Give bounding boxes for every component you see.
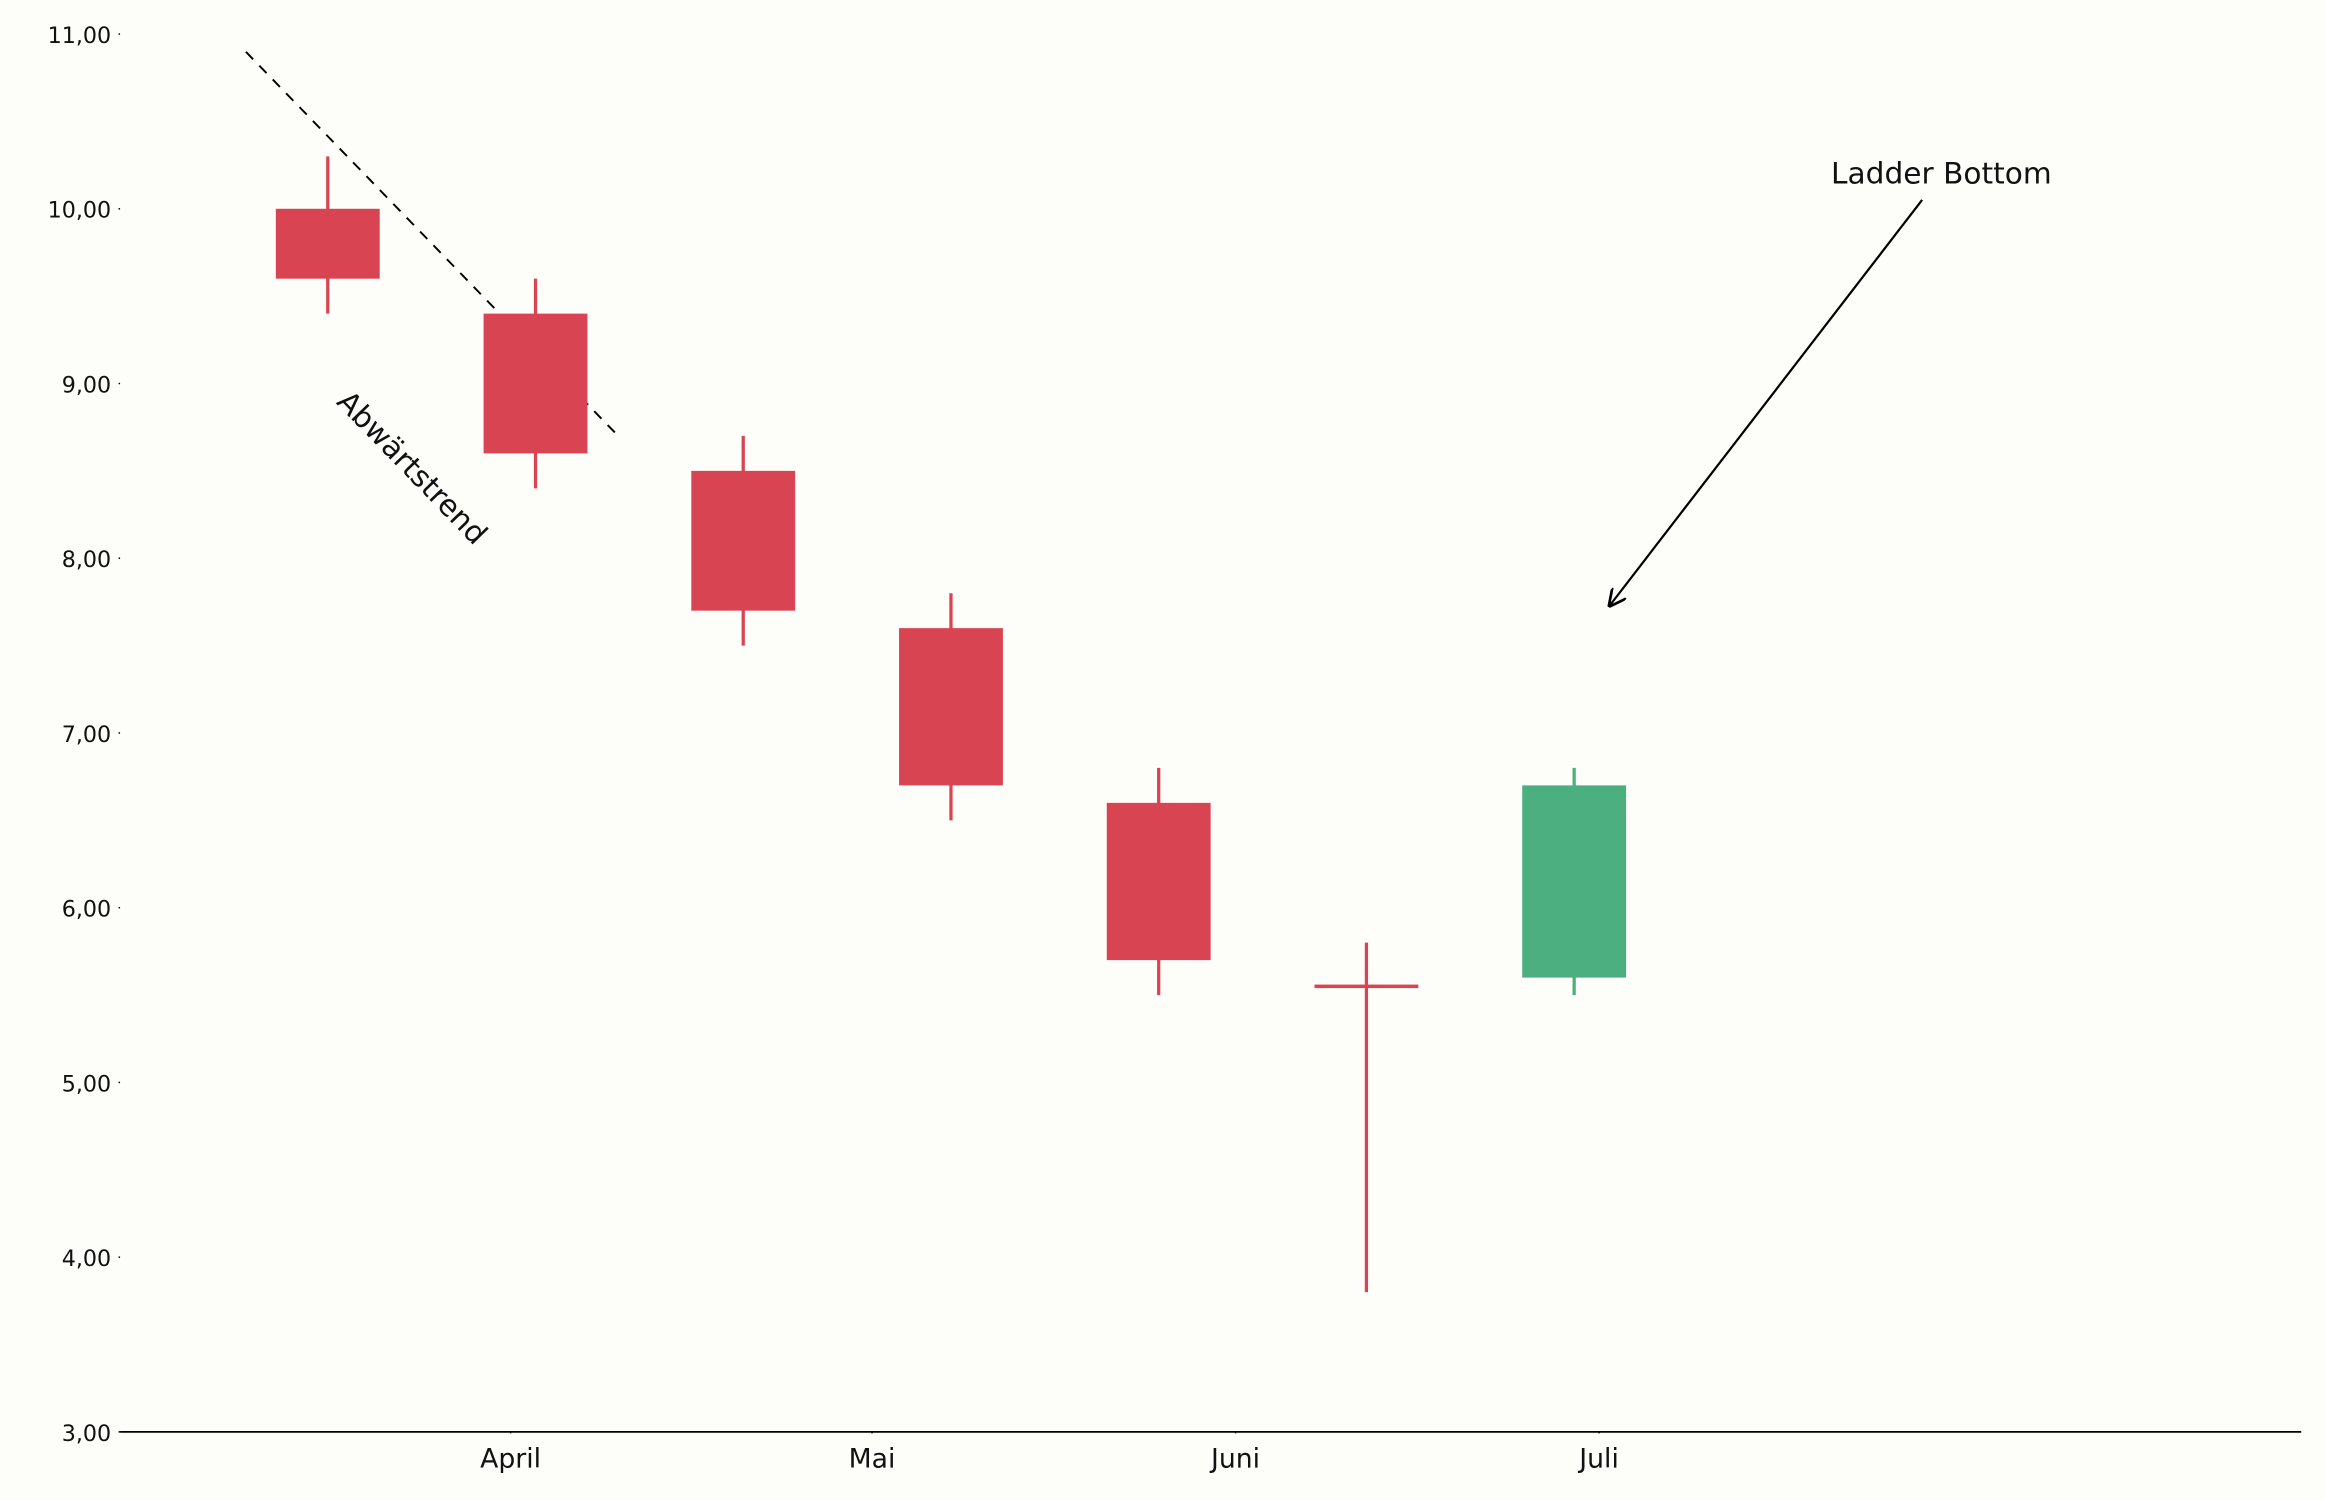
- y-tick-label: 7,00: [62, 722, 111, 748]
- candle-body: [275, 208, 380, 279]
- y-tick-label: 11,00: [48, 23, 112, 49]
- x-tick-label: Juni: [1209, 1443, 1260, 1474]
- x-tick-label: April: [480, 1443, 541, 1474]
- candle-body: [1522, 785, 1627, 978]
- y-tick-label: 9,00: [62, 372, 111, 398]
- candle-body: [1106, 802, 1211, 961]
- x-tick-label: Juli: [1577, 1443, 1619, 1474]
- candle-body: [483, 313, 588, 454]
- annotation-arrow: [1610, 199, 1924, 606]
- y-tick-label: 10,00: [48, 198, 112, 224]
- x-tick-label: Mai: [849, 1443, 896, 1474]
- y-tick-label: 6,00: [62, 897, 111, 923]
- candle-body: [1314, 984, 1419, 989]
- trend-label: Abwärtstrend: [331, 384, 494, 551]
- y-tick-label: 8,00: [62, 547, 111, 573]
- y-tick-label: 3,00: [62, 1421, 111, 1447]
- y-tick-label: 4,00: [62, 1246, 111, 1272]
- annotation-label: Ladder Bottom: [1831, 157, 2052, 191]
- candle-body: [899, 628, 1003, 786]
- y-tick-label: 5,00: [62, 1071, 111, 1097]
- candle-body: [691, 470, 796, 611]
